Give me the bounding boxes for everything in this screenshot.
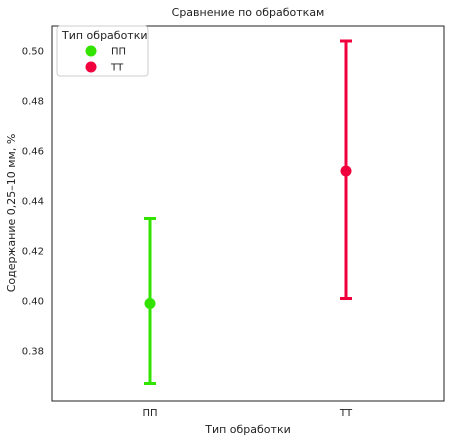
data-point xyxy=(340,165,352,177)
y-axis-label: Содержание 0,25–10 мм, % xyxy=(5,134,18,293)
legend-title: Тип обработки xyxy=(61,29,148,42)
y-axis: 0.38 0.40 0.42 0.44 0.46 0.48 0.50 xyxy=(22,47,44,358)
legend-label: ПП xyxy=(111,47,126,58)
point-markers xyxy=(144,39,352,385)
legend-items: ПП ТТ xyxy=(85,45,126,74)
y-tick-label: 0.46 xyxy=(22,147,44,158)
series-2 xyxy=(340,39,352,300)
legend-marker xyxy=(85,45,97,57)
y-tick-label: 0.42 xyxy=(22,247,44,258)
legend: Тип обработки ПП ТТ xyxy=(56,25,149,77)
y-tick-label: 0.50 xyxy=(22,47,44,58)
y-tick-label: 0.44 xyxy=(22,197,44,208)
x-tick-label: ПП xyxy=(142,408,157,419)
legend-label: ТТ xyxy=(110,63,124,74)
y-tick-label: 0.48 xyxy=(22,97,44,108)
chart-title: Сравнение по обработкам xyxy=(172,6,325,19)
y-tick-label: 0.38 xyxy=(22,347,44,358)
x-tick-label: ТТ xyxy=(339,408,353,419)
data-point xyxy=(144,298,156,309)
x-axis-label: Тип обработки xyxy=(204,423,291,436)
legend-box xyxy=(56,25,149,77)
y-tick-label: 0.40 xyxy=(22,297,44,308)
legend-marker xyxy=(85,61,97,73)
series-1 xyxy=(144,217,156,385)
x-axis: ПП ТТ xyxy=(142,408,353,419)
plot-area xyxy=(51,25,445,402)
